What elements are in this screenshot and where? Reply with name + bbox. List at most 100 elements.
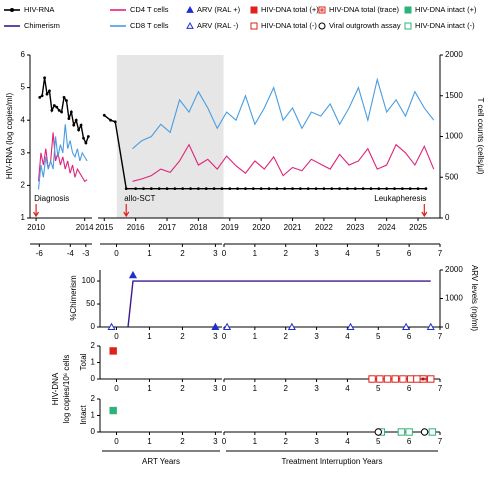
x-tick-label: 2010	[27, 223, 45, 232]
legend-label: HIV-DNA total (+)	[261, 5, 319, 14]
x-tick-label: 2020	[252, 223, 270, 232]
marker	[107, 322, 116, 331]
legend-label: ARV (RAL +)	[197, 5, 241, 14]
background-layer	[116, 55, 224, 218]
series-line	[37, 132, 88, 183]
x-tick-label: 3	[213, 249, 218, 258]
x-tick-label: 6	[407, 332, 412, 341]
data-point	[82, 136, 85, 140]
x-tick-label: 3	[213, 332, 218, 341]
data-point	[84, 141, 88, 145]
x-tick-label: 0	[114, 332, 119, 341]
y-tick-label: 4	[21, 115, 26, 124]
legend-label: HIV-DNA total (trace)	[329, 5, 400, 14]
y2-tick-label: 0	[445, 322, 450, 331]
y-tick-label: 0	[91, 374, 96, 383]
data-point	[408, 187, 412, 191]
y2-tick-label: 1500	[445, 91, 463, 100]
data-point	[353, 187, 357, 191]
series-line	[132, 77, 435, 150]
data-point	[157, 187, 161, 191]
data-point	[60, 110, 64, 114]
data-point	[306, 187, 310, 191]
x-tick-label: 7	[438, 384, 443, 393]
legend-swatch	[186, 5, 194, 13]
y-axis-label: %Chimerism	[69, 275, 78, 321]
x-tick-label: 2	[283, 249, 288, 258]
marker	[376, 375, 384, 383]
x-tick-label: 0	[114, 384, 119, 393]
y-tick-label: 1	[21, 213, 26, 222]
marker	[211, 322, 220, 331]
x-tick-label: 2019	[221, 223, 239, 232]
shaded-period	[116, 55, 224, 218]
marker	[346, 322, 355, 331]
data-point	[57, 109, 61, 112]
legend-label: Viral outgrowth assay	[329, 21, 401, 30]
data-point	[212, 187, 216, 191]
marker	[406, 375, 415, 383]
y-axis-label: Intact	[79, 404, 88, 424]
data-point	[79, 123, 83, 127]
marker	[383, 375, 392, 383]
x-tick-label: 2016	[127, 223, 145, 232]
y-tick-label: 5	[21, 83, 26, 92]
data-point	[189, 187, 192, 191]
y2-tick-label: 2000	[445, 265, 463, 274]
x-tick-label: 1	[253, 437, 258, 446]
data-point	[259, 187, 263, 191]
data-point	[134, 187, 138, 191]
marker	[420, 428, 429, 436]
annotation: Diagnosis	[34, 194, 69, 203]
data-point	[267, 187, 271, 191]
data-point	[102, 113, 106, 117]
y2-tick-label: 500	[445, 172, 459, 181]
data-point	[74, 118, 78, 122]
x-tick-label: 2	[283, 384, 288, 393]
y-tick-label: 1	[91, 358, 96, 367]
y-axis-label: Total	[79, 353, 88, 370]
x-tick-label: 7	[438, 249, 443, 258]
x-tick-label: 5	[376, 249, 381, 258]
x-tick-label: 1	[253, 249, 258, 258]
data-point	[65, 99, 68, 103]
data-point	[67, 117, 71, 120]
y-axis-label: log copies/10⁶ cells	[62, 355, 71, 424]
x-tick-label: 0	[114, 249, 119, 258]
data-point	[424, 187, 428, 191]
data-point	[113, 120, 117, 124]
y2-tick-label: 1000	[445, 294, 463, 303]
x-tick-label: 1	[253, 332, 258, 341]
y2-axis-label: ARV levels (ng/ml)	[470, 265, 479, 331]
x-tick-label: -6	[36, 249, 44, 258]
legend-label: HIV-DNA intact (-)	[415, 21, 475, 30]
x-tick-label: 3	[314, 437, 319, 446]
data-point	[204, 187, 208, 191]
x-tick-label: 2015	[95, 223, 113, 232]
y-tick-label: 2	[21, 181, 26, 190]
marker	[391, 375, 399, 383]
data-point	[109, 118, 112, 122]
x-tick-label: 1	[253, 384, 258, 393]
y2-axis-label: T cell counts (cells/µl)	[476, 98, 485, 175]
legend-swatch	[250, 6, 258, 14]
x-tick-label: 3	[314, 249, 319, 258]
data-point	[220, 187, 224, 191]
series-line	[132, 143, 435, 182]
legend-swatch	[250, 22, 258, 30]
x-tick-label: 1	[147, 249, 152, 258]
x-tick-label: 2024	[378, 223, 396, 232]
data-point	[400, 187, 404, 191]
legend-swatch	[186, 21, 194, 29]
x-tick-label: 2021	[284, 223, 302, 232]
marker	[397, 428, 406, 436]
data-point	[86, 135, 90, 138]
x-tick-label: 2	[180, 249, 185, 258]
data-point	[173, 187, 177, 191]
x-tick-label: 2018	[190, 223, 208, 232]
data-point	[251, 187, 255, 191]
legend-label: HIV-DNA total (-)	[261, 21, 317, 30]
marker	[405, 428, 413, 436]
